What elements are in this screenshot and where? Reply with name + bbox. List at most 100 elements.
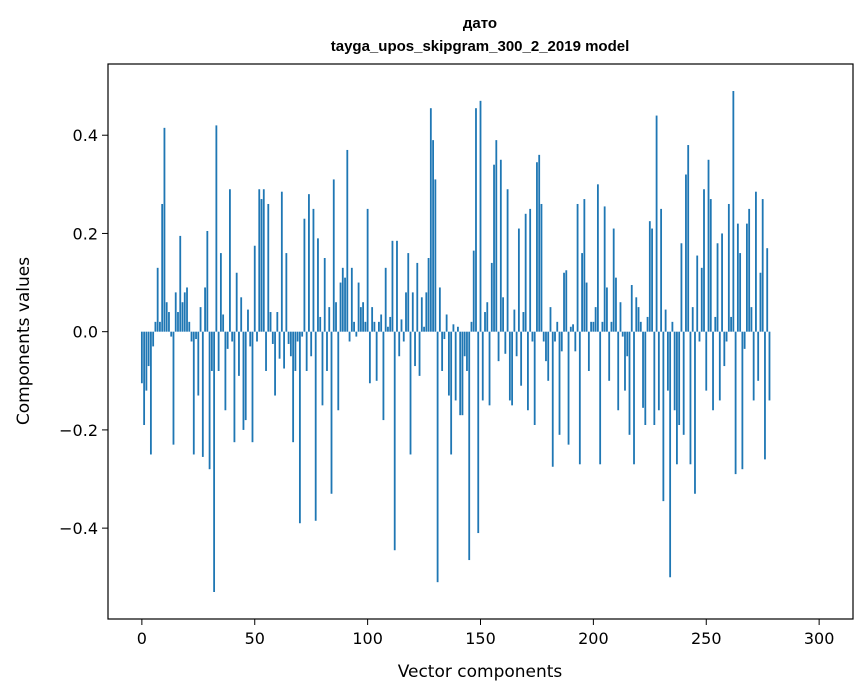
bar-series <box>140 91 771 592</box>
bar-147 <box>472 250 475 332</box>
bar-195 <box>581 253 583 332</box>
bar-156 <box>493 164 495 332</box>
bar-27 <box>201 331 204 457</box>
bar-23 <box>192 331 195 455</box>
bar-254 <box>714 316 717 332</box>
bar-248 <box>700 267 703 332</box>
bar-142 <box>461 331 464 416</box>
bar-85 <box>332 179 335 332</box>
bar-0 <box>140 331 143 384</box>
bar-40 <box>231 331 234 342</box>
bar-160 <box>502 297 504 332</box>
bar-180 <box>547 331 550 381</box>
bar-268 <box>745 223 748 332</box>
bar-54 <box>262 189 265 332</box>
bar-187 <box>563 272 565 332</box>
bar-1 <box>143 331 146 425</box>
bar-47 <box>247 309 249 332</box>
bar-200 <box>592 321 595 332</box>
bar-211 <box>617 331 620 411</box>
bar-115 <box>400 319 403 332</box>
bar-192 <box>574 331 577 352</box>
bar-105 <box>378 321 380 332</box>
bar-112 <box>393 331 396 551</box>
bar-174 <box>533 331 536 425</box>
bar-89 <box>341 267 344 332</box>
bar-197 <box>585 282 588 332</box>
bar-218 <box>633 331 635 465</box>
y-tick-label: 0.2 <box>73 224 98 243</box>
bar-201 <box>594 307 597 332</box>
x-tick-label: 100 <box>352 629 383 648</box>
bar-257 <box>721 233 723 332</box>
bar-240 <box>682 331 685 435</box>
bar-175 <box>536 162 538 332</box>
bar-273 <box>757 331 760 381</box>
bar-236 <box>673 331 676 411</box>
bar-232 <box>664 309 667 332</box>
y-tick-label: 0.0 <box>73 323 98 342</box>
bar-131 <box>436 331 439 583</box>
bar-127 <box>427 258 430 332</box>
bar-199 <box>590 321 593 332</box>
bar-102 <box>371 307 374 332</box>
bar-9 <box>161 203 164 332</box>
bar-258 <box>723 331 726 367</box>
bar-7 <box>156 267 159 332</box>
bar-81 <box>323 258 326 332</box>
bar-42 <box>235 272 238 332</box>
bar-239 <box>680 243 683 332</box>
chart-title: дато <box>463 15 497 32</box>
bar-33 <box>215 125 218 332</box>
bar-3 <box>147 331 150 367</box>
bar-210 <box>615 277 617 332</box>
y-tick-label: 0.4 <box>73 126 98 145</box>
bar-220 <box>637 307 640 332</box>
bar-62 <box>280 191 283 332</box>
bar-11 <box>165 302 168 332</box>
bar-31 <box>210 331 213 371</box>
bar-132 <box>438 287 441 332</box>
bar-245 <box>694 331 696 494</box>
bar-202 <box>596 184 599 332</box>
bar-122 <box>416 262 419 332</box>
bar-207 <box>608 331 611 381</box>
bar-153 <box>486 302 489 332</box>
bar-172 <box>529 208 532 332</box>
bar-228 <box>655 115 658 332</box>
bar-59 <box>274 331 276 396</box>
bar-63 <box>283 331 285 369</box>
bar-146 <box>470 321 473 332</box>
chart-subtitle: tayga_upos_skipgram_300_2_2019 model <box>331 38 630 55</box>
bar-190 <box>569 326 572 332</box>
bar-70 <box>298 331 301 524</box>
bar-20 <box>186 287 188 332</box>
bar-82 <box>326 331 328 371</box>
bar-166 <box>515 331 518 357</box>
bar-96 <box>357 282 360 332</box>
bar-170 <box>524 213 527 332</box>
bar-101 <box>368 331 371 384</box>
bar-14 <box>172 331 175 445</box>
bar-75 <box>310 331 313 357</box>
bar-80 <box>321 331 324 406</box>
bar-19 <box>183 292 186 332</box>
bar-149 <box>477 331 480 534</box>
bar-103 <box>373 321 376 332</box>
bar-185 <box>558 331 561 435</box>
bar-194 <box>578 331 581 465</box>
bar-271 <box>752 331 755 401</box>
x-tick-label: 150 <box>465 629 496 648</box>
bar-209 <box>612 228 615 332</box>
bar-255 <box>716 243 719 332</box>
bar-193 <box>576 203 579 332</box>
bar-219 <box>635 297 638 332</box>
bar-212 <box>619 302 622 332</box>
bar-256 <box>718 331 721 401</box>
bar-168 <box>520 331 523 386</box>
bar-35 <box>219 253 222 332</box>
bar-22 <box>190 331 193 342</box>
bar-55 <box>265 331 267 371</box>
bar-4 <box>149 331 152 455</box>
